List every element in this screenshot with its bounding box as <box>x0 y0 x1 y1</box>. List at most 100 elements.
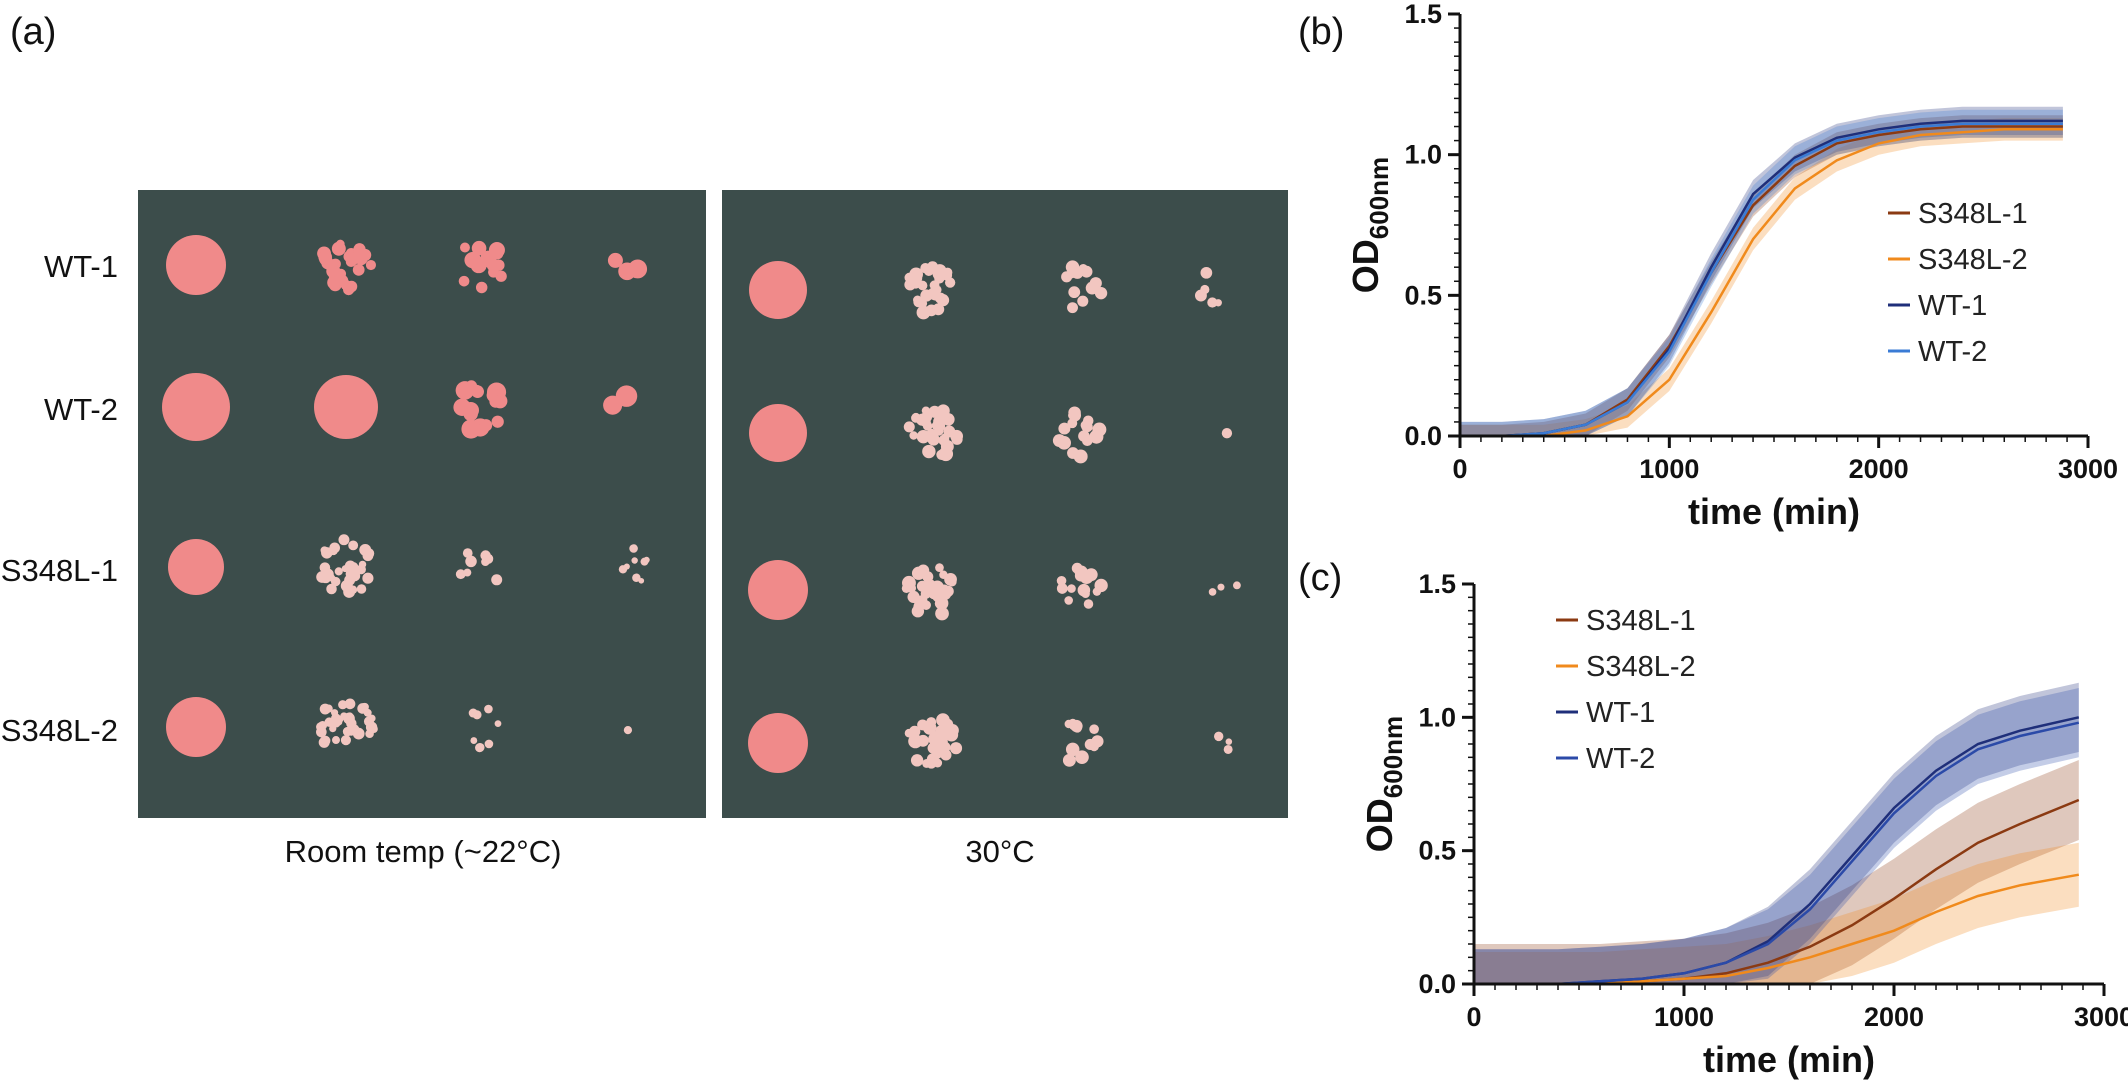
colony <box>906 583 917 593</box>
colony <box>936 449 947 461</box>
colony <box>607 252 623 268</box>
colony <box>941 269 951 279</box>
colony <box>1062 753 1076 767</box>
colony <box>928 589 939 600</box>
colony <box>932 285 942 295</box>
error-band-wt-2 <box>1474 688 2079 984</box>
colony <box>462 401 480 419</box>
colony <box>950 429 963 443</box>
colony <box>341 565 349 573</box>
colony <box>1052 434 1066 447</box>
colony <box>922 579 937 594</box>
colony <box>1214 731 1224 742</box>
colony <box>911 605 925 618</box>
colony <box>343 586 356 598</box>
row-label-s348l-2: S348L-2 <box>1 713 118 748</box>
x-tick-label: 2000 <box>1849 454 1909 484</box>
error-band-s348l-2 <box>1460 118 2063 436</box>
y-tick-label: 0.0 <box>1418 969 1456 999</box>
colony <box>463 568 472 577</box>
x-tick-label: 2000 <box>1864 1002 1924 1032</box>
condition-label-room-temp: Room temp (~22°C) <box>285 834 562 869</box>
colony <box>465 555 477 568</box>
colony <box>920 289 933 302</box>
colony <box>933 415 946 428</box>
y-tick-label: 0.5 <box>1418 836 1456 866</box>
error-band-s348l-1 <box>1474 760 2079 984</box>
colony <box>491 415 504 428</box>
colony <box>913 295 923 305</box>
colony-spot <box>314 375 378 439</box>
colony <box>909 431 918 440</box>
row-label-s348l-1: S348L-1 <box>1 553 118 588</box>
x-tick-label: 0 <box>1466 1002 1481 1032</box>
colony <box>904 272 915 283</box>
colony-spot <box>748 713 808 773</box>
colony <box>623 726 633 735</box>
colony <box>1067 584 1076 593</box>
colony <box>1067 447 1079 459</box>
colony <box>1200 266 1213 279</box>
legend-label-s348l-1: S348L-1 <box>1918 198 2028 230</box>
colony <box>369 725 378 734</box>
colony <box>631 557 638 564</box>
colony <box>928 405 941 418</box>
x-axis-title: time (min) <box>1688 491 1860 532</box>
colony <box>475 281 488 294</box>
colony <box>917 734 929 747</box>
colony <box>331 241 346 256</box>
panel-c-label: (c) <box>1298 557 1342 599</box>
y-tick-label: 1.5 <box>1404 0 1442 29</box>
colony <box>904 728 914 738</box>
colony <box>480 250 497 268</box>
colony <box>922 421 933 431</box>
colony-spot <box>748 560 808 620</box>
colony <box>1208 588 1217 596</box>
chart-c: 0 1000 2000 3000 0.0 0.5 1.0 1.5 time (min) OD600… <box>1359 569 2128 1080</box>
colony <box>911 566 926 580</box>
colony <box>349 562 359 572</box>
plate-background <box>138 190 706 818</box>
colony <box>356 584 367 594</box>
colony <box>455 381 475 400</box>
colony <box>1079 570 1094 585</box>
colony <box>471 385 484 398</box>
colony <box>1083 599 1094 609</box>
x-tick-label: 0 <box>1452 454 1467 484</box>
colony <box>904 280 915 290</box>
colony <box>345 252 359 266</box>
colony-spot <box>749 261 807 319</box>
condition-label-30c: 30°C <box>965 834 1034 869</box>
colony <box>934 292 946 304</box>
colony <box>1068 286 1081 299</box>
colony-spot <box>166 697 226 757</box>
colony <box>939 570 948 579</box>
colony <box>947 577 957 587</box>
colony <box>934 273 945 284</box>
legend-label-wt-2: WT-2 <box>1586 743 1655 775</box>
error-band-s348l-2 <box>1474 842 2079 984</box>
error-band-wt-1 <box>1474 682 2079 984</box>
colony <box>479 419 493 432</box>
colony <box>484 704 493 714</box>
colony <box>1223 744 1233 754</box>
panel-a-label: (a) <box>10 11 56 53</box>
y-tick-label: 1.0 <box>1404 140 1442 170</box>
colony <box>480 550 491 561</box>
colony-spot <box>162 373 230 441</box>
colony <box>352 264 365 276</box>
colony-spot <box>168 539 224 595</box>
colony <box>459 242 470 253</box>
colony <box>1207 297 1218 308</box>
colony <box>932 303 945 316</box>
colony <box>329 542 340 554</box>
colony <box>1056 583 1068 594</box>
colony <box>926 717 937 728</box>
colony <box>926 428 936 438</box>
x-tick-label: 3000 <box>2074 1002 2128 1032</box>
colony <box>640 557 649 566</box>
colony <box>331 736 340 745</box>
colony <box>1221 428 1233 439</box>
colony <box>1089 741 1100 752</box>
colony <box>628 259 648 279</box>
